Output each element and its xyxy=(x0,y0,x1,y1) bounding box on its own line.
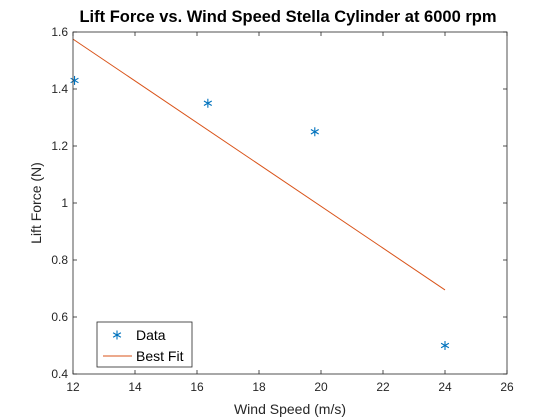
x-tick-label: 24 xyxy=(438,380,452,394)
x-axis: 12 14 16 18 20 22 24 26 xyxy=(66,32,514,394)
plot-area xyxy=(73,32,507,374)
legend-asterisk-icon xyxy=(112,330,122,340)
x-tick-label: 12 xyxy=(66,380,80,394)
y-tick-label: 0.4 xyxy=(51,367,68,381)
data-point xyxy=(203,98,213,108)
legend: Data Best Fit xyxy=(96,321,193,368)
x-axis-label: Wind Speed (m/s) xyxy=(234,401,346,417)
x-tick-label: 26 xyxy=(500,380,514,394)
y-tick-label: 1 xyxy=(61,196,68,210)
y-tick-label: 1.2 xyxy=(51,139,68,153)
x-tick-label: 16 xyxy=(190,380,204,394)
legend-box xyxy=(96,321,193,368)
y-axis: 0.4 0.6 0.8 1 1.2 1.4 1.6 xyxy=(51,25,507,381)
data-point xyxy=(70,75,79,85)
chart-title: Lift Force vs. Wind Speed Stella Cylinde… xyxy=(79,8,496,26)
legend-label-data: Data xyxy=(136,327,166,343)
y-axis-label: Lift Force (N) xyxy=(28,162,44,244)
x-tick-label: 20 xyxy=(314,380,328,394)
x-tick-label: 22 xyxy=(376,380,390,394)
y-tick-label: 1.6 xyxy=(51,25,68,39)
plot-frame xyxy=(72,31,508,375)
data-point xyxy=(440,341,450,350)
best-fit-line xyxy=(72,38,446,291)
data-point xyxy=(310,127,319,137)
y-tick-label: 0.6 xyxy=(51,310,68,324)
y-tick-label: 1.4 xyxy=(51,82,68,96)
x-tick-label: 18 xyxy=(252,380,266,394)
x-tick-label: 14 xyxy=(128,380,142,394)
legend-marker-data xyxy=(112,330,122,340)
legend-label-best-fit: Best Fit xyxy=(136,348,184,364)
y-tick-label: 0.8 xyxy=(51,253,68,267)
series-layer xyxy=(70,38,450,350)
